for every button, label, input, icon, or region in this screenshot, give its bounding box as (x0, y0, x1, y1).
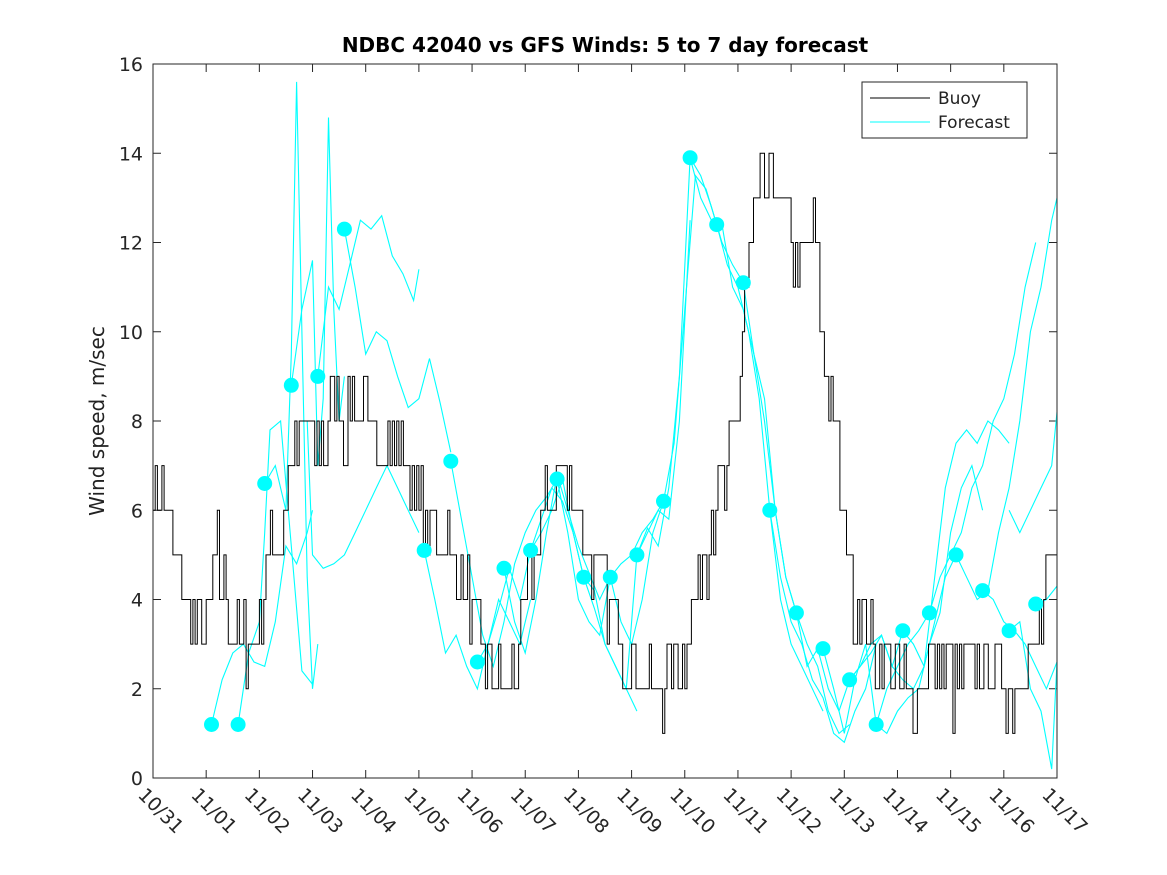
forecast-marker (230, 717, 246, 732)
forecast-line (423, 550, 532, 691)
y-tick-label: 8 (131, 411, 143, 433)
forecast-line (982, 590, 1058, 691)
forecast-line (210, 510, 314, 725)
legend-buoy-label: Buoy (938, 89, 981, 109)
forecast-line (1008, 620, 1058, 770)
forecast-marker (762, 502, 778, 518)
y-tick-label: 14 (119, 143, 143, 165)
forecast-marker (682, 150, 698, 166)
forecast-marker (336, 221, 352, 237)
forecast-marker (815, 641, 831, 657)
forecast-marker (895, 623, 911, 639)
forecast-marker (629, 547, 645, 563)
forecast-marker (842, 672, 858, 688)
plot-series (153, 81, 1058, 770)
legend: Buoy Forecast (861, 81, 1028, 139)
forecast-marker (310, 368, 326, 384)
forecast-marker (921, 605, 937, 621)
plot-frame (152, 63, 1058, 779)
forecast-marker (602, 569, 618, 585)
forecast-marker (576, 569, 592, 585)
forecast-marker (709, 217, 725, 233)
forecast-marker (948, 547, 964, 563)
forecast-marker (496, 560, 512, 576)
y-tick-label: 4 (131, 590, 143, 612)
forecast-marker (656, 493, 671, 509)
forecast-marker (549, 471, 565, 487)
legend-box (861, 81, 1028, 139)
y-tick-label: 16 (119, 54, 143, 76)
forecast-line (955, 197, 1058, 601)
forecast-marker (735, 275, 751, 291)
forecast-line (343, 229, 452, 453)
y-tick-label: 10 (119, 322, 143, 344)
forecast-marker (283, 377, 299, 393)
forecast-marker (469, 654, 485, 670)
forecast-marker (443, 453, 459, 469)
forecast-line (450, 461, 558, 669)
forecast-line (1008, 412, 1058, 534)
buoy-line (153, 152, 1058, 734)
forecast-marker (523, 542, 539, 558)
y-axis-label: Wind speed, m/sec (85, 326, 109, 516)
forecast-line (769, 510, 877, 744)
chart-title: NDBC 42040 vs GFS Winds: 5 to 7 day fore… (342, 33, 869, 57)
forecast-line (849, 554, 957, 690)
forecast-marker (975, 583, 991, 599)
y-tick-label: 2 (131, 679, 143, 701)
forecast-line (317, 214, 420, 377)
forecast-marker (1028, 596, 1044, 612)
forecast-marker (416, 542, 432, 558)
y-tick-label: 12 (119, 233, 143, 255)
forecast-marker (788, 605, 804, 621)
forecast-line (902, 420, 1010, 669)
y-tick-label: 6 (131, 500, 143, 522)
forecast-line (237, 419, 313, 725)
legend-forecast-label: Forecast (938, 113, 1010, 133)
forecast-marker (257, 476, 273, 491)
forecast-line (928, 242, 1037, 614)
forecast-line (264, 81, 319, 689)
y-tick-label: 0 (131, 768, 143, 790)
forecast-marker (204, 717, 219, 732)
forecast-line (306, 420, 420, 569)
forecast-marker (1001, 623, 1017, 639)
forecast-marker (868, 717, 884, 732)
